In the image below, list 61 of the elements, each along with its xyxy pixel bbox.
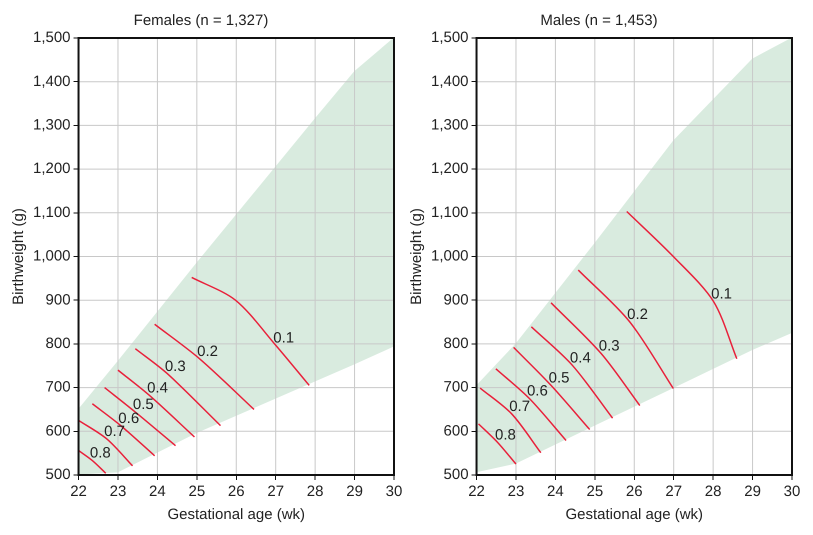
- x-axis-title: Gestational age (wk): [565, 506, 704, 524]
- y-tick-label: 800: [444, 335, 469, 352]
- x-tick-label: 25: [586, 483, 604, 500]
- x-tick-label: 24: [149, 483, 166, 500]
- y-tick-label: 700: [46, 378, 71, 396]
- series-label: 0.6: [526, 382, 548, 400]
- series-label: 0.4: [570, 349, 591, 366]
- series-label: 0.4: [147, 380, 168, 397]
- y-tick-label: 1,500: [430, 29, 469, 46]
- y-tick-label: 800: [46, 335, 71, 352]
- x-tick-label: 23: [508, 483, 524, 500]
- x-tick-label: 27: [665, 483, 682, 500]
- y-tick-label: 1,200: [32, 160, 71, 178]
- y-tick-label: 600: [46, 422, 71, 440]
- x-tick-label: 29: [346, 483, 363, 500]
- y-tick-label: 500: [444, 466, 469, 484]
- series-label: 0.3: [164, 358, 186, 375]
- y-tick-label: 500: [46, 466, 71, 484]
- series-label: 0.7: [509, 398, 530, 415]
- x-tick-label: 30: [386, 483, 402, 500]
- chart-title: Females (n = 1,327): [134, 12, 268, 30]
- y-tick-label: 1,300: [430, 116, 469, 134]
- x-tick-label: 22: [70, 483, 87, 500]
- x-tick-label: 27: [267, 483, 284, 500]
- y-axis-title: Birthweight (g): [408, 208, 426, 305]
- series-label: 0.5: [548, 370, 570, 387]
- series-label: 0.2: [197, 342, 218, 360]
- y-tick-label: 1,100: [430, 204, 469, 221]
- series-label: 0.8: [495, 426, 516, 444]
- chart-title: Males (n = 1,453): [540, 12, 658, 30]
- y-tick-label: 600: [444, 422, 469, 440]
- x-tick-label: 29: [744, 483, 761, 500]
- series-label: 0.1: [711, 286, 732, 303]
- y-tick-label: 1,000: [430, 248, 469, 265]
- y-tick-label: 900: [46, 291, 71, 308]
- x-tick-label: 28: [306, 483, 324, 500]
- x-tick-label: 28: [704, 483, 722, 500]
- line-series: [190, 276, 310, 386]
- y-tick-label: 1,200: [430, 160, 469, 178]
- y-tick-label: 1,300: [32, 116, 71, 134]
- y-tick-label: 1,100: [32, 204, 71, 221]
- series-label: 0.8: [90, 444, 111, 462]
- series-label: 0.1: [273, 329, 294, 346]
- line-series: [626, 210, 738, 360]
- x-tick-label: 25: [188, 483, 206, 500]
- y-tick-label: 1,500: [32, 29, 71, 46]
- y-tick-label: 1,400: [430, 72, 469, 90]
- x-tick-label: 24: [547, 483, 564, 500]
- y-tick-label: 1,000: [32, 248, 71, 265]
- y-tick-label: 1,400: [32, 72, 71, 90]
- y-axis-title: Birthweight (g): [10, 208, 28, 305]
- x-tick-label: 22: [468, 483, 485, 500]
- series-label: 0.3: [598, 338, 620, 355]
- y-tick-label: 700: [444, 378, 469, 396]
- x-tick-label: 26: [228, 483, 245, 500]
- x-axis-title: Gestational age (wk): [167, 506, 306, 524]
- x-tick-label: 26: [626, 483, 643, 500]
- y-tick-label: 900: [444, 291, 469, 308]
- x-tick-label: 23: [110, 483, 126, 500]
- series-label: 0.2: [627, 306, 648, 323]
- x-tick-label: 30: [784, 483, 800, 500]
